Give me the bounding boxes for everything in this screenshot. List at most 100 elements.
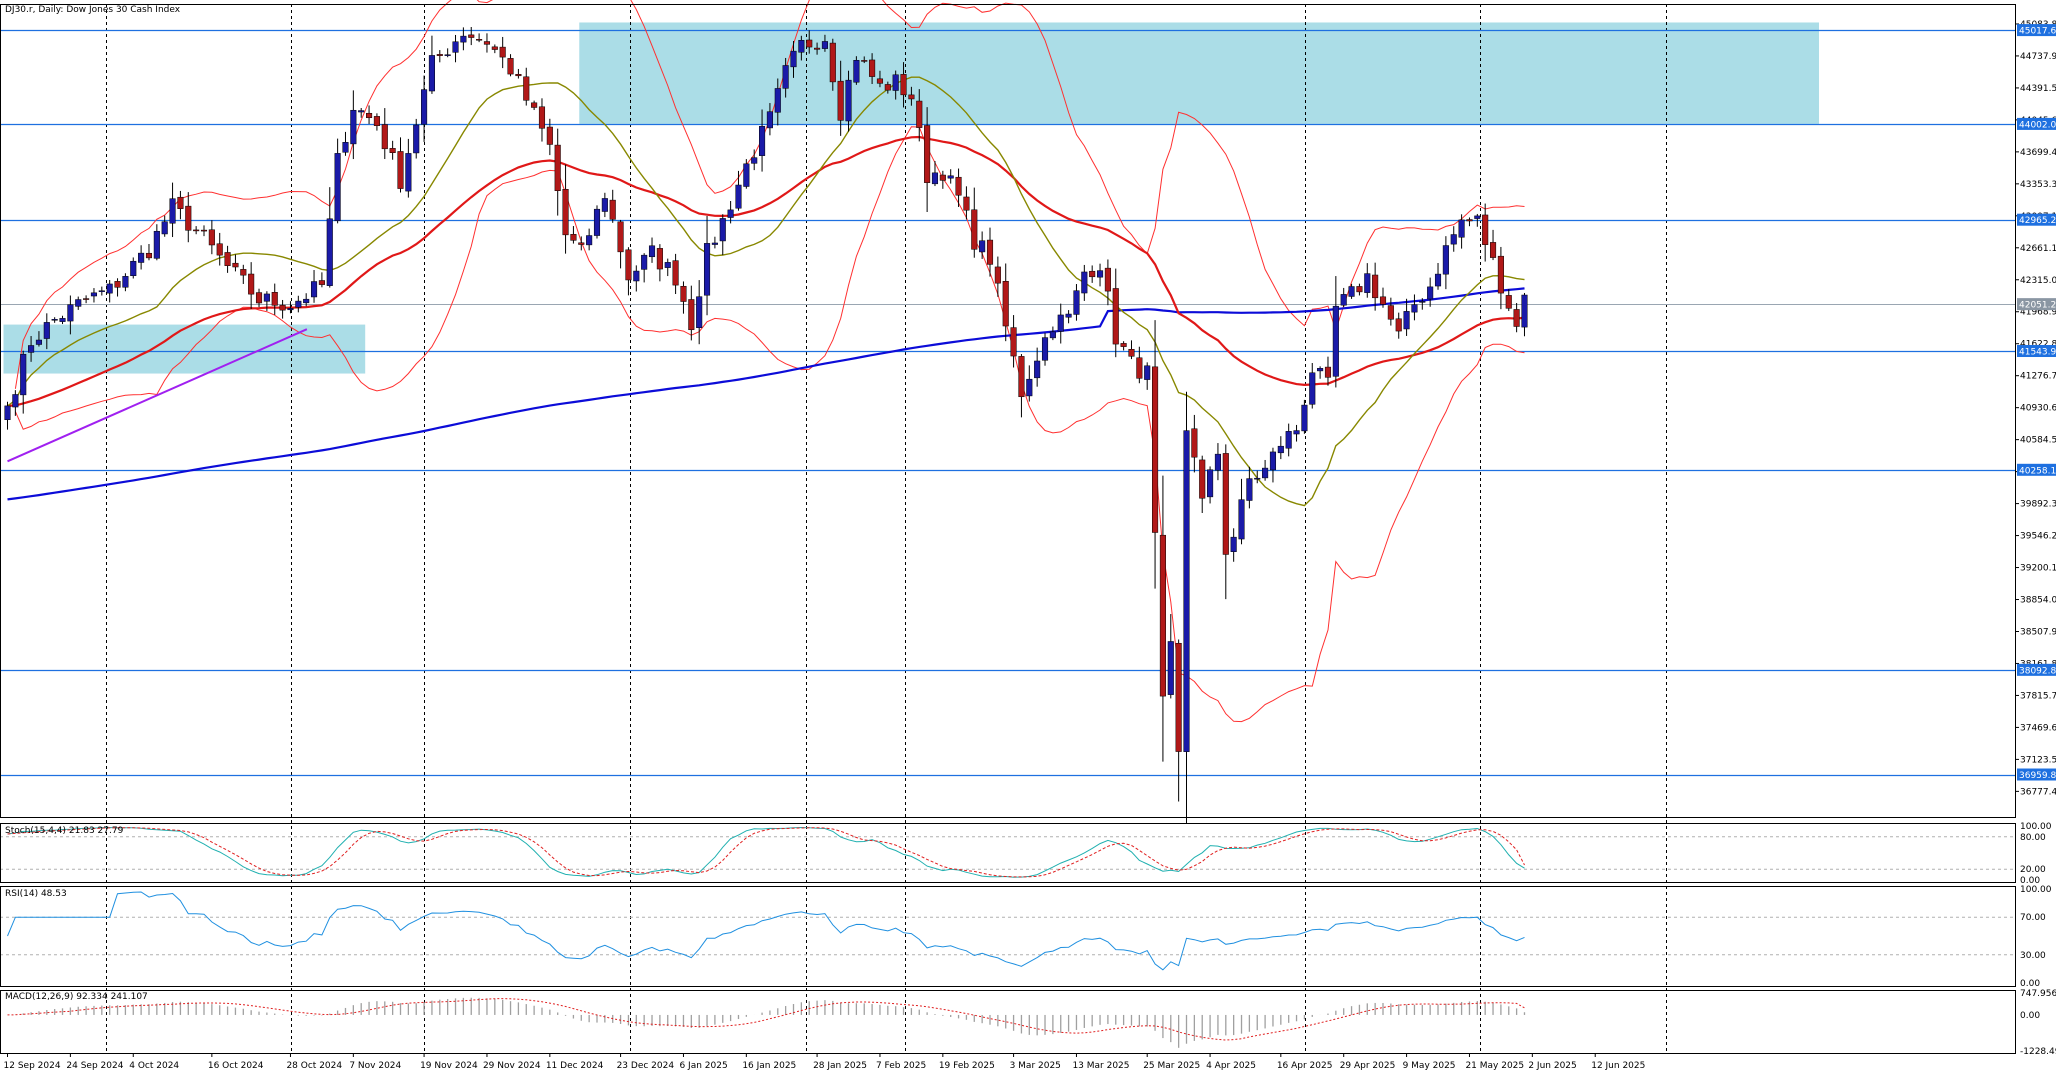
- bearish-candle: [491, 46, 498, 50]
- bearish-candle: [625, 249, 632, 281]
- price-axis[interactable]: 45083.8444737.9444391.5444045.6443699.44…: [2016, 20, 2056, 797]
- rsi-line: [7, 891, 1525, 971]
- price-tick-label: 44737.94: [2020, 52, 2056, 62]
- bullish-candle: [263, 293, 270, 302]
- bearish-candle: [1112, 288, 1119, 345]
- bearish-candle: [248, 273, 255, 295]
- bullish-candle: [138, 252, 145, 263]
- bearish-candle: [1489, 242, 1497, 258]
- bullish-candle: [759, 126, 766, 156]
- ma-200-line: [7, 287, 1525, 501]
- level-price-label: 44002.06: [2019, 120, 2056, 130]
- level-price-label: 38092.80: [2019, 666, 2056, 676]
- time-tick-label: 13 Mar 2025: [1072, 1061, 1129, 1071]
- bearish-candle: [562, 189, 569, 236]
- time-tick-label: 29 Nov 2024: [483, 1061, 541, 1071]
- time-axis[interactable]: 12 Sep 2024 24 Sep 2024 4 Oct 2024 16 Oct 2…: [4, 1053, 1646, 1071]
- bullish-candle: [421, 89, 428, 125]
- bearish-candle: [232, 262, 239, 268]
- bullish-candle: [853, 60, 860, 83]
- bearish-candle: [83, 298, 90, 300]
- bullish-candle: [735, 184, 742, 209]
- bullish-candle: [766, 111, 773, 129]
- bearish-candle: [1120, 343, 1127, 347]
- bearish-candle: [829, 42, 836, 83]
- bearish-candle: [916, 100, 923, 128]
- price-tick-label: 39892.34: [2020, 500, 2056, 510]
- bullish-candle: [790, 50, 797, 68]
- level-price-label-bg: [2017, 463, 2056, 476]
- bearish-candle: [318, 280, 325, 285]
- stoch-tick-label: 80.00: [2020, 833, 2046, 843]
- rsi-title: RSI(14) 48.53: [5, 889, 67, 899]
- bullish-candle: [1277, 445, 1284, 454]
- bearish-candle: [1010, 327, 1017, 357]
- bearish-candle: [1152, 366, 1159, 533]
- time-tick-label: 19 Feb 2025: [939, 1061, 995, 1071]
- bearish-candle: [240, 269, 247, 276]
- bullish-candle: [1065, 313, 1072, 318]
- bullish-candle: [1419, 301, 1426, 303]
- rsi-tick-label: 100.00: [2020, 885, 2052, 895]
- macd-title: MACD(12,26,9) 92.334 241.107: [5, 992, 148, 1002]
- time-tick-label: 6 Jan 2025: [679, 1061, 727, 1071]
- bearish-candle: [373, 116, 380, 126]
- price-tick-label: 43353.34: [2020, 180, 2056, 190]
- bearish-candle: [468, 34, 475, 38]
- bearish-candle: [523, 76, 530, 101]
- bullish-candle: [1183, 430, 1190, 752]
- bearish-candle: [114, 281, 121, 288]
- bullish-candle: [1317, 368, 1324, 372]
- bearish-candle: [255, 292, 263, 304]
- bullish-candle: [4, 405, 11, 420]
- bullish-candle: [1364, 273, 1371, 293]
- price-tick-label: 38854.04: [2020, 596, 2056, 606]
- bullish-candle: [1073, 290, 1080, 315]
- frame-layer: [0, 4, 2016, 1054]
- bullish-candle: [59, 318, 66, 322]
- price-tick-label: 37469.64: [2020, 723, 2056, 733]
- bullish-candle: [43, 322, 50, 339]
- bullish-candle: [334, 153, 341, 222]
- bullish-candle: [1458, 219, 1465, 238]
- price-tick-label: 37123.54: [2020, 755, 2056, 765]
- bullish-candle: [153, 230, 160, 259]
- bullish-candle: [593, 208, 601, 236]
- bearish-candle: [1018, 356, 1025, 398]
- time-tick-label: 12 Jun 2025: [1591, 1061, 1645, 1071]
- time-tick-label: 25 Mar 2025: [1143, 1061, 1200, 1071]
- bullish-candle: [106, 283, 113, 294]
- bearish-candle: [814, 47, 821, 50]
- bearish-candle: [837, 80, 844, 121]
- bearish-candle: [1191, 428, 1198, 458]
- bullish-candle: [413, 124, 420, 154]
- bullish-candle: [326, 218, 333, 286]
- bearish-candle: [531, 102, 538, 108]
- level-price-label-bg: [2017, 768, 2056, 781]
- macd-tick-label: 0.00: [2020, 1011, 2040, 1021]
- time-tick-label: 9 May 2025: [1403, 1061, 1456, 1071]
- bullish-candle: [444, 54, 451, 56]
- level-price-label: 41543.91: [2019, 348, 2056, 358]
- candles-layer: [4, 26, 1528, 824]
- indicators-layer: [7, 0, 1525, 723]
- bullish-candle: [460, 35, 467, 43]
- bearish-candle: [1002, 281, 1009, 327]
- bearish-candle: [900, 74, 907, 96]
- bearish-candle: [876, 78, 884, 84]
- bearish-candle: [939, 174, 946, 181]
- bullish-candle: [1309, 372, 1316, 405]
- stoch-tick-label: 20.00: [2020, 865, 2046, 875]
- bearish-candle: [861, 60, 868, 62]
- time-tick-label: 21 May 2025: [1465, 1061, 1524, 1071]
- bearish-candle: [1387, 305, 1394, 320]
- bearish-candle: [986, 239, 994, 265]
- levels-layer: [0, 29, 2016, 777]
- pane-frame: [0, 823, 2016, 883]
- bearish-candle: [476, 39, 483, 41]
- supply-zone: [579, 22, 1819, 124]
- bullish-candle: [1332, 305, 1339, 377]
- bearish-candle: [193, 229, 200, 232]
- bullish-candle: [1034, 360, 1041, 379]
